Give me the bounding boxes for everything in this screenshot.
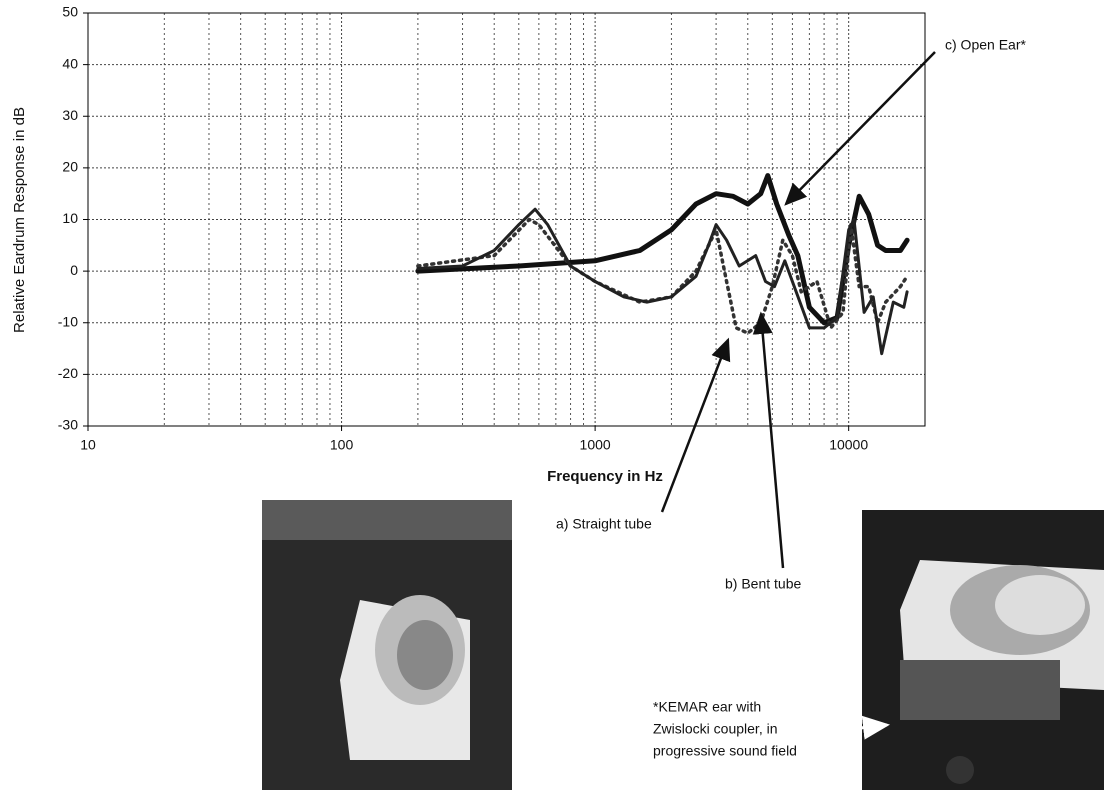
footnote: progressive sound field [653, 743, 797, 759]
chart: -30 -20 -10 0 10 20 30 40 50 10 100 1000 10000 Frequ… [0, 0, 1104, 790]
plot-area: -30 -20 -10 0 10 20 30 40 50 10 100 1000 10000 [58, 4, 925, 453]
series-line [418, 209, 907, 354]
y-tick-label: 10 [62, 210, 78, 226]
photo-left [262, 500, 512, 790]
x-tick-label: 1000 [580, 437, 611, 453]
y-tick-label: -20 [58, 365, 78, 381]
x-tick-label: 10 [80, 437, 96, 453]
y-tick-label: 30 [62, 107, 78, 123]
y-tick-label: 20 [62, 159, 78, 175]
y-axis-title: Relative Eardrum Response in dB [11, 107, 28, 333]
x-tick-label: 100 [330, 437, 354, 453]
y-tick-label: 50 [62, 4, 78, 20]
arrow [786, 52, 935, 204]
footnote: *KEMAR ear with [653, 699, 761, 715]
y-tick-label: -10 [58, 313, 78, 329]
x-tick-label: 10000 [829, 437, 868, 453]
series-line [418, 176, 907, 323]
annotation: a) Straight tube [556, 516, 652, 532]
annotation: c) Open Ear* [945, 37, 1026, 53]
x-axis-title: Frequency in Hz [547, 468, 663, 485]
y-tick-label: -30 [58, 417, 78, 433]
arrow [761, 314, 783, 568]
annotation: b) Bent tube [725, 576, 801, 592]
page: -30 -20 -10 0 10 20 30 40 50 10 100 1000 10000 Frequ… [0, 0, 1104, 790]
y-tick-label: 40 [62, 55, 78, 71]
photo-right [862, 510, 1104, 790]
footnote: Zwislocki coupler, in [653, 721, 778, 737]
y-tick-label: 0 [70, 262, 78, 278]
